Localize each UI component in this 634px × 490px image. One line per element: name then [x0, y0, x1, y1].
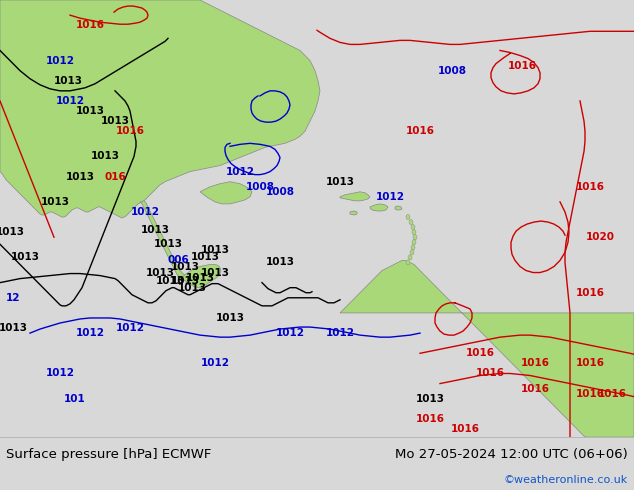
Text: 1013: 1013: [266, 257, 295, 268]
Ellipse shape: [408, 255, 412, 260]
Polygon shape: [0, 0, 320, 218]
Text: 1012: 1012: [115, 323, 145, 333]
Text: 1012: 1012: [56, 96, 84, 106]
Text: 1012: 1012: [325, 328, 354, 338]
Text: 1016: 1016: [451, 424, 479, 434]
Text: 1016: 1016: [576, 182, 604, 192]
Text: 1013: 1013: [155, 275, 184, 286]
Text: 1012: 1012: [46, 368, 75, 378]
Polygon shape: [350, 211, 357, 215]
Polygon shape: [395, 206, 402, 210]
Polygon shape: [200, 182, 252, 204]
Text: 1016: 1016: [576, 288, 604, 298]
Text: 1008: 1008: [266, 187, 295, 197]
Text: 1013: 1013: [101, 116, 129, 126]
Polygon shape: [140, 201, 187, 281]
Text: 1016: 1016: [476, 368, 505, 378]
Text: 1013: 1013: [171, 275, 200, 286]
Text: 1016: 1016: [576, 358, 604, 368]
Ellipse shape: [410, 250, 414, 255]
Text: 1016: 1016: [597, 389, 626, 399]
Text: 1012: 1012: [75, 328, 105, 338]
Text: 1016: 1016: [465, 348, 495, 358]
Text: 1020: 1020: [586, 232, 614, 242]
Text: 1016: 1016: [507, 61, 536, 71]
Text: 1013: 1013: [141, 225, 169, 235]
Text: 1008: 1008: [245, 182, 275, 192]
Text: 1013: 1013: [65, 172, 94, 182]
Text: 006: 006: [167, 255, 189, 266]
Text: 1013: 1013: [200, 245, 230, 255]
Polygon shape: [340, 260, 634, 437]
Ellipse shape: [411, 224, 415, 230]
Text: 1013: 1013: [11, 252, 39, 263]
Text: 1013: 1013: [53, 76, 82, 86]
Text: 1013: 1013: [145, 268, 174, 277]
Ellipse shape: [412, 240, 416, 245]
Text: ©weatheronline.co.uk: ©weatheronline.co.uk: [503, 475, 628, 486]
Text: 1008: 1008: [437, 66, 467, 75]
Text: 1012: 1012: [226, 167, 254, 176]
Text: 1013: 1013: [41, 197, 70, 207]
Text: 1016: 1016: [115, 126, 145, 136]
Text: 1013: 1013: [171, 263, 200, 272]
Text: 1013: 1013: [325, 177, 354, 187]
Text: 1013: 1013: [216, 313, 245, 323]
Ellipse shape: [406, 260, 410, 265]
Text: 1012: 1012: [276, 328, 304, 338]
Text: 1016: 1016: [521, 358, 550, 368]
Text: 1013: 1013: [200, 268, 230, 277]
Text: Mo 27-05-2024 12:00 UTC (06+06): Mo 27-05-2024 12:00 UTC (06+06): [395, 447, 628, 461]
Polygon shape: [340, 192, 370, 201]
Text: Surface pressure [hPa] ECMWF: Surface pressure [hPa] ECMWF: [6, 447, 212, 461]
Text: 1013: 1013: [75, 106, 105, 116]
Text: 016: 016: [104, 172, 126, 182]
Text: 1013: 1013: [0, 227, 25, 237]
Ellipse shape: [411, 245, 415, 250]
Text: 1013: 1013: [415, 394, 444, 404]
Text: 101: 101: [64, 394, 86, 404]
Text: 1013: 1013: [178, 283, 207, 293]
Text: 1013: 1013: [186, 272, 214, 283]
Text: 1012: 1012: [375, 192, 404, 202]
Text: 1013: 1013: [153, 239, 183, 249]
Polygon shape: [370, 204, 388, 211]
Text: 1013: 1013: [190, 252, 219, 263]
Ellipse shape: [412, 230, 416, 235]
Text: 1016: 1016: [521, 384, 550, 393]
Polygon shape: [182, 265, 221, 288]
Text: 12: 12: [6, 293, 20, 303]
Ellipse shape: [406, 215, 410, 220]
Text: 1013: 1013: [0, 323, 27, 333]
Text: 1016: 1016: [415, 414, 444, 424]
Text: 1013: 1013: [91, 151, 119, 162]
Ellipse shape: [413, 235, 417, 240]
Text: 1016: 1016: [576, 389, 604, 399]
Text: 1016: 1016: [75, 20, 105, 30]
Text: 1012: 1012: [46, 55, 75, 66]
Ellipse shape: [409, 220, 413, 224]
Text: 1012: 1012: [200, 358, 230, 368]
Text: 1016: 1016: [406, 126, 434, 136]
Text: 1012: 1012: [131, 207, 160, 217]
